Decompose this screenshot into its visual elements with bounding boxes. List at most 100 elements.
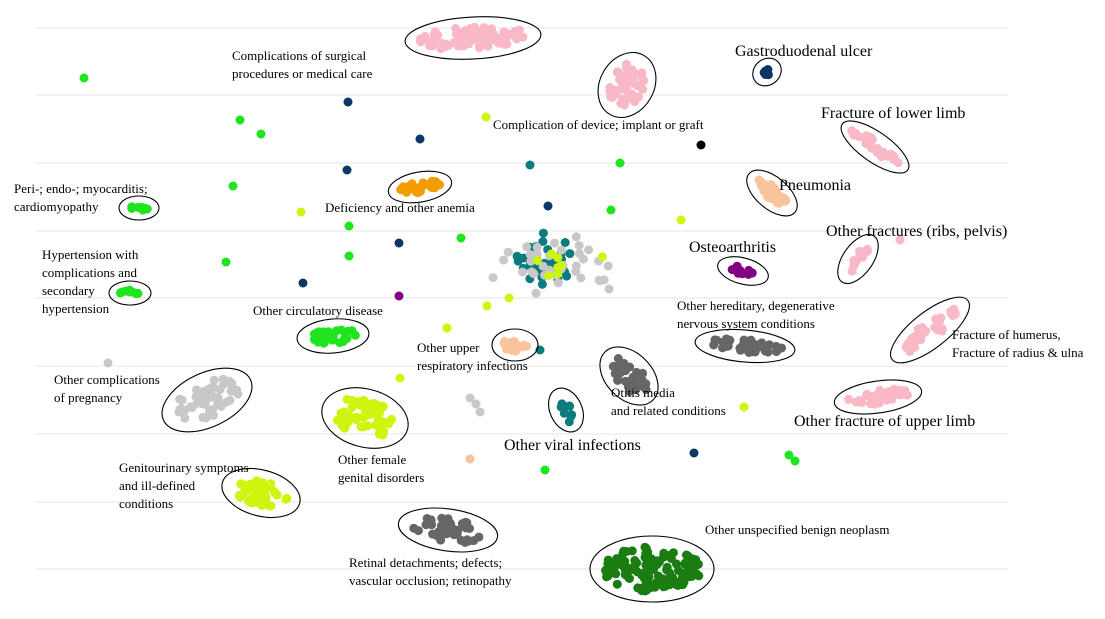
data-point bbox=[513, 256, 523, 266]
data-point bbox=[201, 387, 211, 397]
data-point bbox=[456, 233, 466, 243]
data-point bbox=[690, 561, 700, 571]
data-point bbox=[659, 582, 668, 592]
data-point bbox=[458, 33, 468, 43]
data-point bbox=[243, 496, 253, 505]
data-point bbox=[210, 393, 220, 402]
data-point bbox=[462, 518, 472, 528]
data-point bbox=[633, 567, 642, 577]
data-point bbox=[313, 327, 323, 337]
cluster-label-other-circulatory-disease: Other circulatory disease bbox=[253, 303, 383, 318]
data-point bbox=[261, 493, 271, 503]
data-point bbox=[640, 542, 650, 552]
cluster-outline-fracture-of-lower-limb bbox=[840, 120, 910, 174]
data-point bbox=[504, 293, 514, 303]
data-point bbox=[187, 403, 197, 413]
cluster-label-other-unspecified-benign-neoplasm: Other unspecified benign neoplasm bbox=[705, 522, 889, 537]
data-point bbox=[525, 160, 535, 170]
cluster-label-line: Other viral infections bbox=[504, 437, 641, 454]
data-point bbox=[500, 40, 510, 49]
data-point bbox=[247, 488, 257, 497]
data-point bbox=[343, 97, 353, 107]
data-point bbox=[597, 252, 607, 262]
cluster-label-line: Otitis media bbox=[611, 385, 675, 400]
data-point bbox=[641, 379, 651, 389]
data-point bbox=[895, 235, 905, 245]
data-point bbox=[857, 397, 867, 407]
data-point bbox=[769, 183, 779, 193]
cluster-label-fracture-of-humerus-fracture-of-radius-ulna: Fracture of humerus, Fracture of radius &… bbox=[952, 327, 1084, 360]
data-point bbox=[127, 203, 137, 213]
data-point bbox=[664, 551, 674, 560]
data-point bbox=[375, 426, 385, 436]
data-point bbox=[340, 421, 349, 431]
cluster-outline-gastroduodenal-ulcer bbox=[752, 57, 782, 87]
data-point bbox=[522, 242, 532, 252]
cluster-outline-other-viral-infections bbox=[547, 387, 585, 433]
data-point bbox=[427, 41, 437, 51]
data-point bbox=[921, 326, 931, 336]
data-point bbox=[442, 323, 452, 333]
data-point bbox=[198, 412, 208, 422]
data-point bbox=[465, 454, 475, 464]
cluster-label-line: Complications of surgical bbox=[232, 48, 366, 63]
cluster-outlines bbox=[108, 16, 970, 603]
cluster-label-line: Other fracture of upper limb bbox=[794, 413, 975, 430]
cluster-outline-genitourinary-symptoms-and-ill-defined-conditions bbox=[221, 467, 301, 519]
cluster-outline-other-circulatory-disease bbox=[296, 318, 370, 354]
data-point bbox=[429, 30, 439, 40]
data-point bbox=[503, 247, 513, 257]
cluster-label-osteoarthritis: Osteoarthritis bbox=[689, 239, 776, 256]
data-point bbox=[471, 399, 481, 409]
cluster-label-line: hypertension bbox=[42, 301, 110, 316]
cluster-label-complication-of-device-implant-or-graft: Complication of device; implant or graft bbox=[493, 117, 704, 132]
data-point bbox=[344, 221, 354, 231]
data-point bbox=[847, 266, 857, 276]
data-point bbox=[646, 554, 656, 564]
data-point bbox=[537, 279, 547, 289]
data-point bbox=[611, 89, 621, 99]
data-point bbox=[532, 256, 542, 265]
data-point bbox=[270, 488, 280, 498]
data-point bbox=[373, 411, 382, 421]
data-point bbox=[651, 580, 661, 590]
data-point bbox=[615, 74, 624, 84]
data-point bbox=[103, 358, 113, 368]
data-point bbox=[625, 362, 635, 372]
cluster-label-other-hereditary-degenerative-nervous-system-conditions: Other hereditary, degenerative nervous sy… bbox=[677, 298, 835, 331]
data-point bbox=[611, 569, 621, 579]
data-point bbox=[557, 245, 566, 255]
data-point bbox=[676, 215, 686, 225]
data-point bbox=[235, 115, 245, 125]
data-point bbox=[736, 345, 745, 355]
data-point bbox=[637, 72, 647, 82]
cluster-label-line: Fracture of humerus, bbox=[952, 327, 1061, 342]
data-point bbox=[621, 562, 631, 572]
cluster-outline-other-complications-of-pregnancy bbox=[161, 367, 253, 433]
cluster-label-line: vascular occlusion; retinopathy bbox=[349, 573, 512, 588]
data-point bbox=[209, 375, 219, 385]
data-point bbox=[378, 417, 388, 427]
data-point bbox=[443, 514, 453, 524]
cluster-outline-peri-endo-myocarditis-cardiomyopathy bbox=[118, 195, 160, 221]
data-point bbox=[387, 414, 396, 424]
data-point bbox=[470, 27, 480, 36]
data-point bbox=[232, 385, 242, 395]
cluster-label-line: Other upper bbox=[417, 340, 480, 355]
data-point bbox=[603, 555, 613, 565]
data-point bbox=[499, 338, 509, 348]
data-point bbox=[509, 338, 519, 348]
data-point bbox=[747, 268, 757, 278]
data-point bbox=[216, 401, 226, 411]
cluster-label-line: Pneumonia bbox=[779, 177, 851, 194]
cluster-outline-deficiency-and-other-anemia bbox=[387, 170, 453, 204]
data-point bbox=[662, 565, 672, 575]
data-point bbox=[560, 238, 570, 247]
cluster-label-otitis-media-and-related-conditions: Otitis media and related conditions bbox=[611, 385, 726, 418]
cluster-label-line: Other hereditary, degenerative bbox=[677, 298, 835, 313]
points-layer bbox=[79, 22, 960, 596]
data-point bbox=[652, 559, 662, 569]
data-point bbox=[395, 373, 405, 383]
cluster-outline-complications-of-surgical-procedures-or-medical-care bbox=[404, 16, 542, 60]
